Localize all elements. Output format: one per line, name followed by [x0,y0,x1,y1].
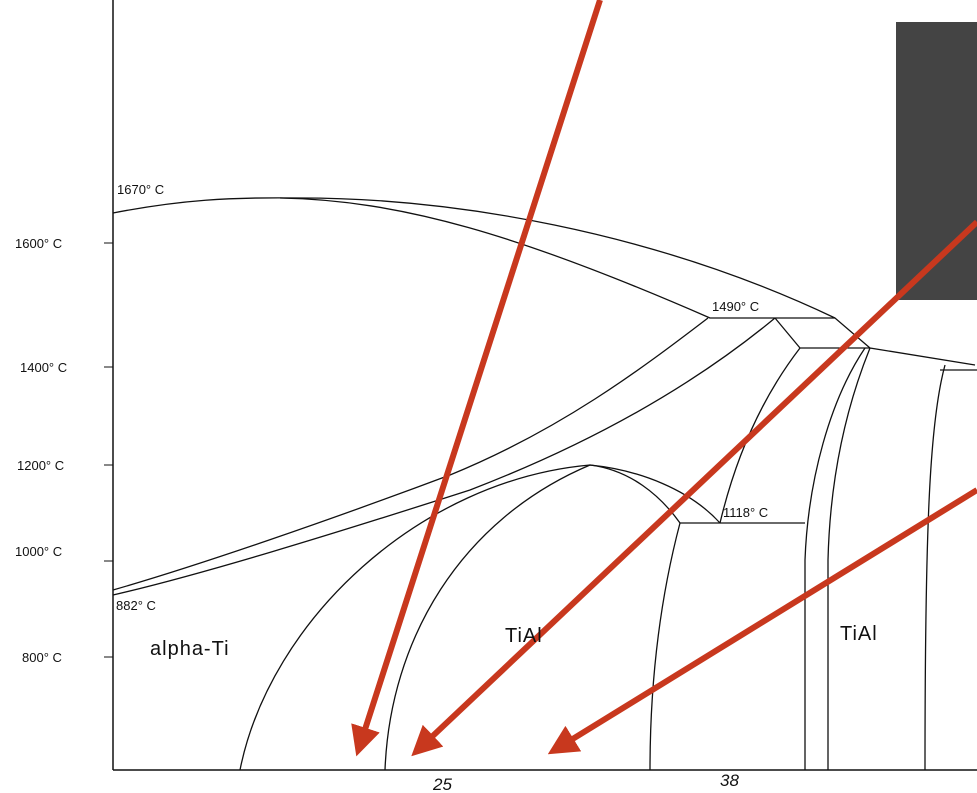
phase-boundaries [113,198,977,770]
y-axis-label: 1400° C [20,360,67,375]
phase-label: alpha-Ti [150,638,230,660]
x-axis-label: 25 [432,775,452,793]
y-axis-label: 1000° C [15,544,62,559]
axes [104,0,977,770]
phase-label: TiAl [505,625,543,647]
phase-label: TiAl [840,623,878,645]
y-axis-label: 1600° C [15,236,62,251]
temperature-label: 1118° C [723,505,768,520]
y-axis-label: 800° C [22,650,62,665]
phase-diagram: 1600° C 1400° C 1200° C 1000° C 800° C 1… [0,0,977,793]
x-axis-label: 38 [720,771,739,790]
temperature-label: 1670° C [117,182,164,197]
arrows [360,0,977,748]
temperature-label: 882° C [116,598,156,613]
temperature-label: 1490° C [712,299,759,314]
y-axis-label: 1200° C [17,458,64,473]
